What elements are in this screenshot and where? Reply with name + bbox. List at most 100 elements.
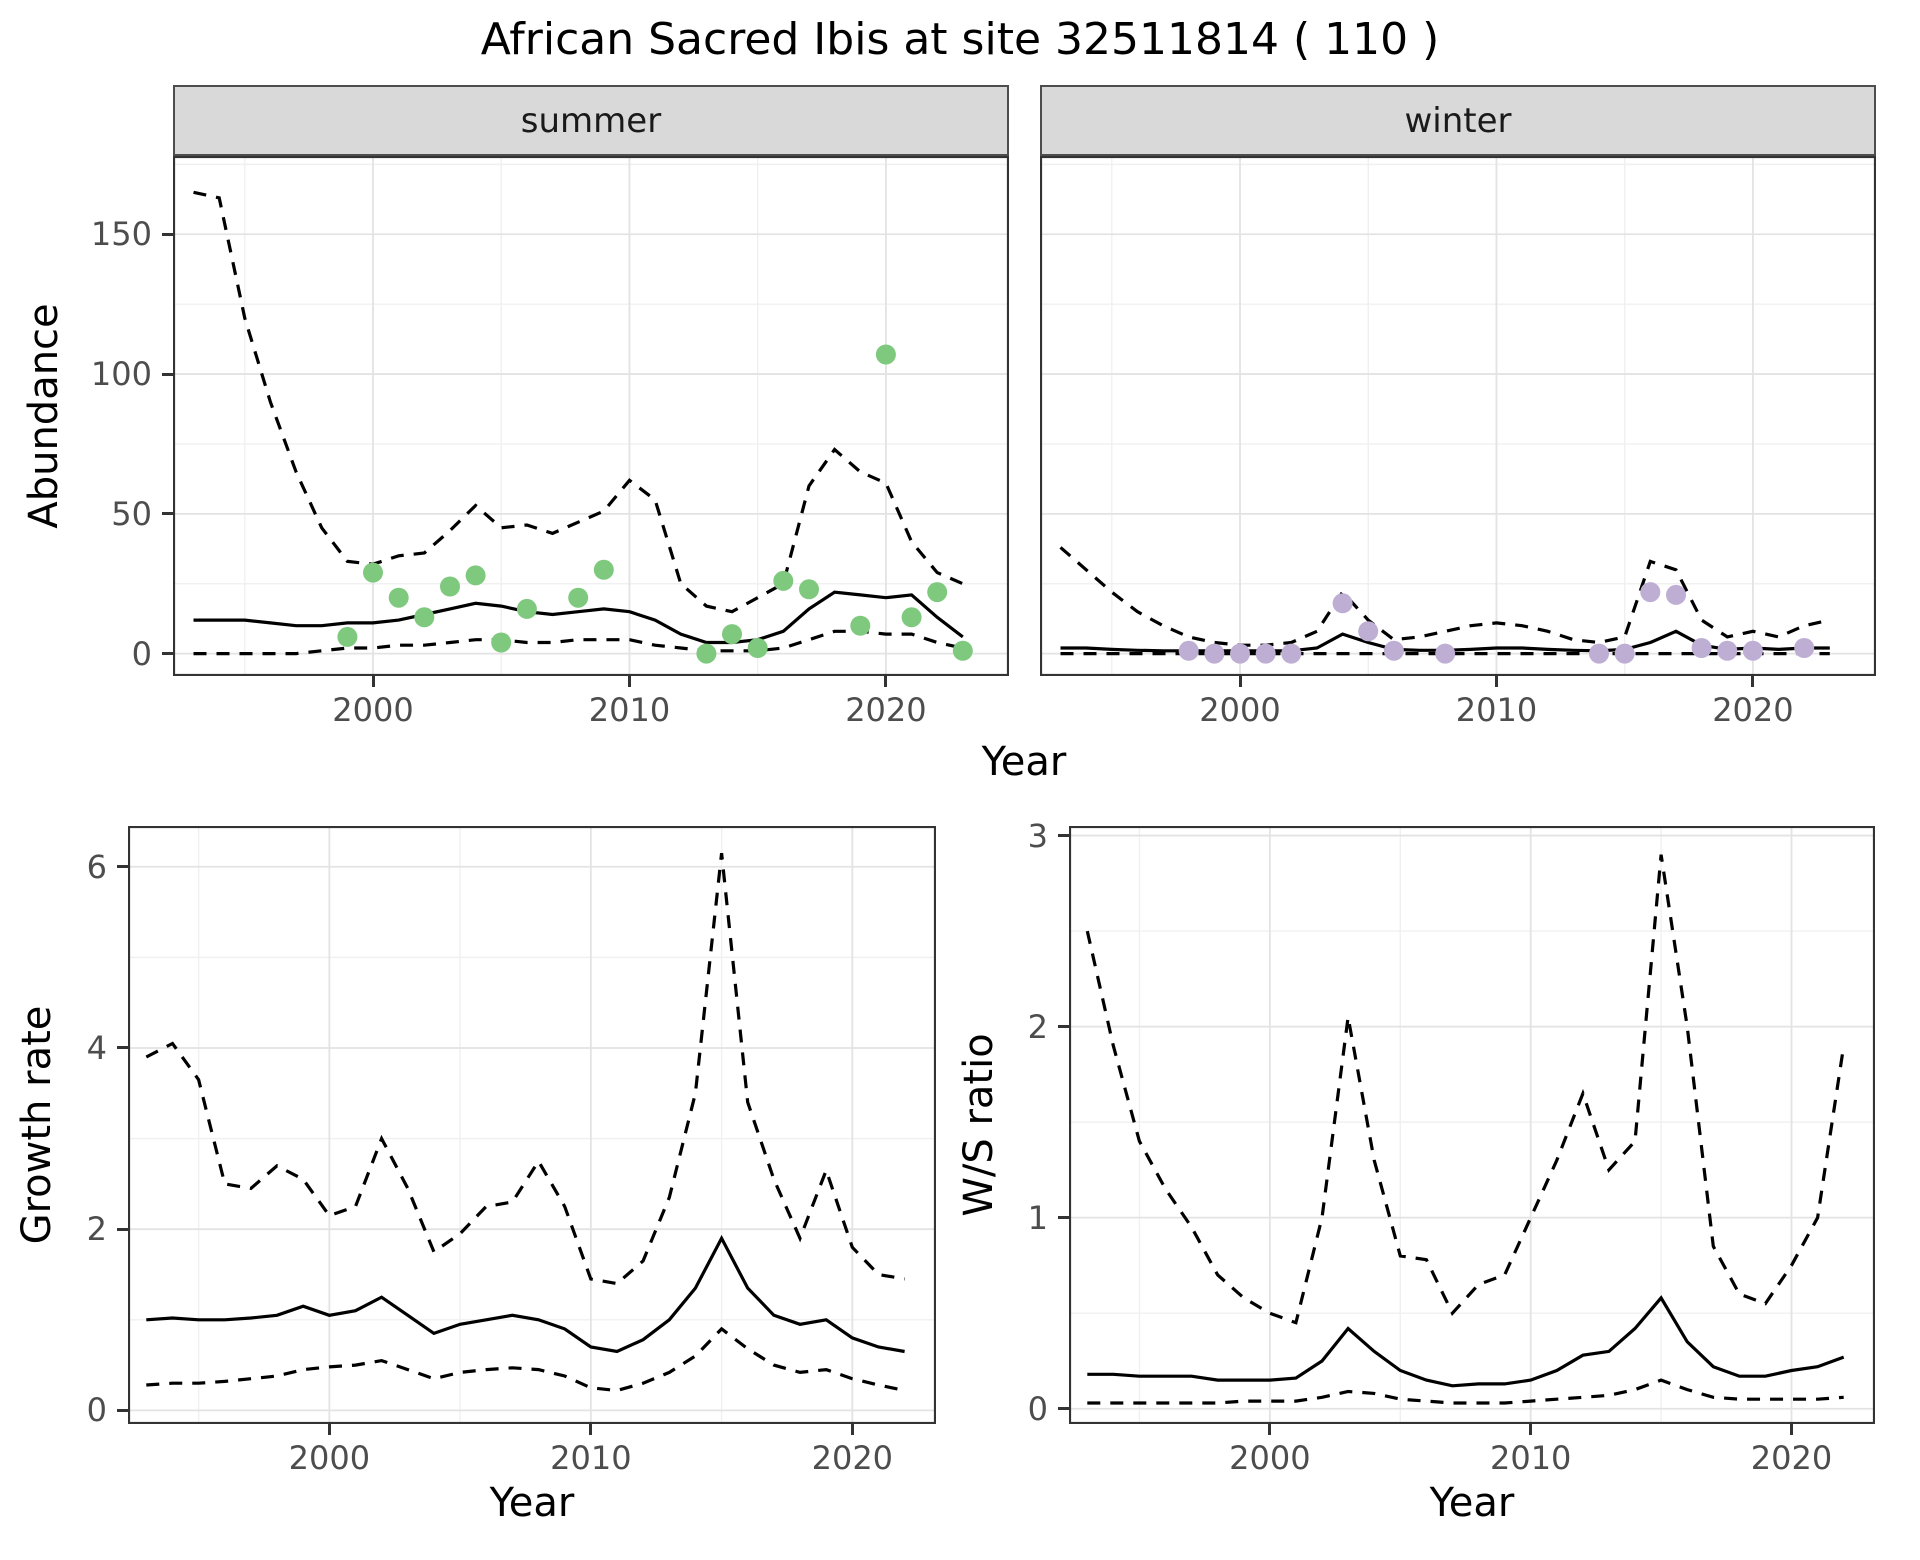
- observation-point: [1794, 638, 1815, 658]
- y-tick-mark: [117, 865, 128, 869]
- x-tick-mark: [1529, 1424, 1533, 1435]
- ws-ratio-axis-title: W/S ratio: [956, 1033, 1002, 1217]
- panel-abundance-summer-ci-upper-line: [193, 190, 964, 614]
- observation-point: [722, 624, 742, 645]
- observation-point: [568, 587, 589, 608]
- x-tick-mark: [327, 1424, 331, 1435]
- y-tick-label: 4: [86, 1028, 107, 1067]
- panel-abundance-winter: [1040, 156, 1876, 676]
- y-tick-mark: [117, 1408, 128, 1412]
- observation-point: [799, 579, 819, 600]
- panel-growth-rate-ci-upper-line: [145, 853, 905, 1286]
- observation-point: [1204, 643, 1225, 664]
- x-tick-label: 2020: [811, 1439, 894, 1477]
- observation-point: [1589, 643, 1609, 664]
- x-tick-label: 2000: [1229, 1439, 1311, 1477]
- observation-point: [1717, 640, 1738, 661]
- observation-point: [875, 344, 896, 365]
- observation-point: [901, 607, 922, 628]
- facet-strip-summer: summer: [173, 85, 1009, 156]
- y-tick-mark: [117, 1046, 128, 1050]
- observation-point: [1640, 582, 1661, 603]
- y-tick-label: 1: [1027, 1198, 1048, 1237]
- x-tick-mark: [627, 676, 631, 687]
- y-tick-mark: [1058, 834, 1069, 838]
- ws-year-axis-title: Year: [1429, 1480, 1515, 1526]
- observation-point: [1178, 640, 1199, 661]
- panel-border: [173, 156, 1009, 676]
- chart-title: African Sacred Ibis at site 32511814 ( 1…: [480, 14, 1440, 65]
- observation-point: [1230, 643, 1250, 664]
- y-tick-label: 0: [1027, 1389, 1048, 1428]
- x-tick-mark: [884, 676, 888, 687]
- x-tick-label: 2000: [1199, 691, 1281, 729]
- observation-point: [747, 638, 768, 658]
- observation-point: [1435, 643, 1456, 664]
- observation-point: [465, 565, 486, 586]
- observation-point: [1614, 643, 1635, 664]
- panel-background: [173, 156, 1009, 676]
- y-tick-mark: [1058, 1216, 1069, 1220]
- y-tick-label: 2: [86, 1210, 107, 1249]
- observation-point: [440, 576, 460, 597]
- observation-point: [593, 559, 614, 580]
- y-tick-mark: [1058, 1407, 1069, 1411]
- observation-point: [1742, 640, 1763, 661]
- y-tick-label: 3: [1027, 816, 1048, 855]
- growth-year-axis-title: Year: [489, 1480, 575, 1526]
- observation-point: [1358, 621, 1379, 642]
- x-tick-mark: [1751, 676, 1755, 687]
- panel-abundance-summer-mean-line: [193, 590, 964, 645]
- x-tick-label: 2010: [1455, 691, 1538, 729]
- panel-border: [128, 826, 936, 1424]
- x-tick-mark: [589, 1424, 593, 1435]
- x-tick-label: 2010: [550, 1439, 632, 1477]
- x-tick-label: 2010: [588, 691, 671, 729]
- observation-point: [337, 626, 358, 647]
- y-tick-label: 150: [90, 215, 152, 254]
- observation-point: [491, 632, 512, 653]
- panel-ws-ratio-mean-line: [1087, 1295, 1845, 1388]
- x-tick-mark: [371, 676, 375, 687]
- abundance-axis-title: Abundance: [21, 303, 67, 529]
- x-tick-mark: [1238, 676, 1242, 687]
- y-tick-label: 0: [86, 1391, 107, 1430]
- y-tick-label: 2: [1027, 1007, 1048, 1046]
- observation-point: [927, 582, 948, 603]
- observation-point: [1691, 638, 1712, 658]
- top-year-axis-title: Year: [981, 739, 1067, 785]
- panel-border: [1069, 826, 1875, 1424]
- observation-point: [952, 640, 973, 661]
- observation-point: [850, 615, 871, 636]
- y-tick-label: 6: [86, 847, 107, 886]
- x-tick-label: 2020: [845, 691, 927, 729]
- y-tick-label: 50: [111, 494, 152, 533]
- x-tick-label: 2010: [1489, 1439, 1572, 1477]
- panel-ws-ratio: [1069, 826, 1875, 1424]
- panel-growth-rate-mean-line: [146, 1234, 905, 1354]
- panel-abundance-summer: [173, 156, 1009, 676]
- y-tick-mark: [162, 372, 173, 376]
- panel-background: [1069, 826, 1875, 1424]
- observation-point: [1255, 643, 1276, 664]
- x-tick-label: 2020: [1712, 691, 1794, 729]
- x-tick-mark: [850, 1424, 854, 1435]
- x-tick-mark: [1494, 676, 1498, 687]
- y-tick-mark: [162, 512, 173, 516]
- panel-border: [1040, 156, 1876, 676]
- x-tick-label: 2020: [1750, 1439, 1833, 1477]
- x-tick-mark: [1268, 1424, 1272, 1435]
- panel-abundance-summer-ci-lower-line: [193, 629, 964, 656]
- y-tick-label: 100: [90, 355, 152, 394]
- panel-background: [1040, 156, 1876, 676]
- panel-growth-rate-ci-lower-line: [146, 1326, 905, 1393]
- observation-point: [1383, 640, 1404, 661]
- panel-background: [128, 826, 936, 1424]
- observation-point: [773, 570, 794, 591]
- observation-point: [388, 587, 409, 608]
- observation-point: [1281, 643, 1302, 664]
- y-tick-label: 0: [131, 634, 152, 673]
- y-tick-mark: [1058, 1025, 1069, 1029]
- y-tick-mark: [162, 652, 173, 656]
